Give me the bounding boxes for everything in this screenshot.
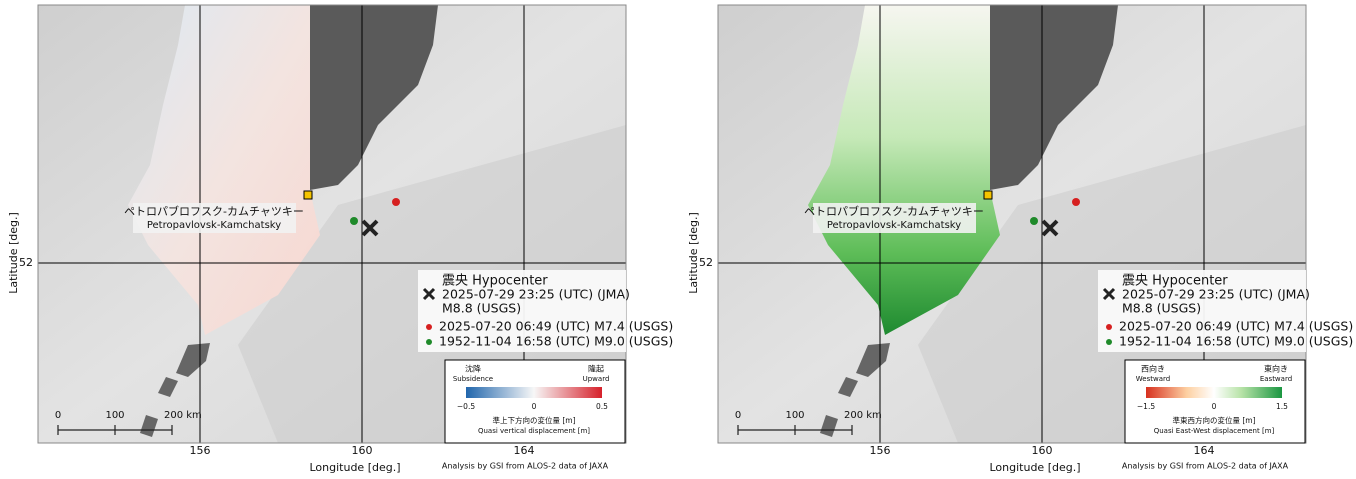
legend-red-item: 2025-07-20 06:49 (UTC) M7.4 (USGS) <box>1119 319 1353 334</box>
x-tick-label: 164 <box>514 444 535 457</box>
quake-1952 <box>1030 217 1038 225</box>
colorbar-right-en: Eastward <box>1260 375 1292 383</box>
colorbar-tick-label: −1.5 <box>1137 402 1155 411</box>
legend-main-line2: M8.8 (USGS) <box>1122 301 1201 316</box>
legend-main-line1: 2025-07-29 23:25 (UTC) (JMA) <box>1122 287 1310 302</box>
colorbar-tick-label: −0.5 <box>457 402 475 411</box>
page: ペトロパブロフスク-カムチャツキー Petropavlovsk-Kamchatsk… <box>0 0 1356 479</box>
figure: ペトロパブロフスク-カムチャツキー Petropavlovsk-Kamchatsk… <box>0 0 1356 479</box>
city-marker <box>304 191 312 199</box>
y-axis-label: Latitude [deg.] <box>687 212 700 294</box>
x-tick-label: 156 <box>870 444 891 457</box>
credit: Analysis by GSI from ALOS-2 data of JAXA <box>442 462 609 471</box>
legend-red-dot <box>426 324 432 330</box>
colorbar-right-en: Upward <box>583 375 610 383</box>
x-tick-label: 156 <box>190 444 211 457</box>
colorbar-left-jp: 沈降 <box>465 364 481 374</box>
colorbar-caption-jp: 準東西方向の変位量 [m] <box>1172 415 1255 425</box>
colorbar <box>466 387 602 398</box>
colorbar-tick-label: 0 <box>1212 402 1217 411</box>
x-axis-label: Longitude [deg.] <box>309 461 400 474</box>
quake-1952 <box>350 217 358 225</box>
colorbar-tick-label: 1.5 <box>1276 402 1288 411</box>
colorbar-tick-label: 0 <box>532 402 537 411</box>
x-axis-label: Longitude [deg.] <box>989 461 1080 474</box>
legend-green-dot <box>426 339 432 345</box>
colorbar-left-en: Subsidence <box>453 375 493 383</box>
map-panel: ペトロパブロフスク-カムチャツキー Petropavlovsk-Kamchatsk… <box>7 5 673 474</box>
colorbar-caption-en: Quasi vertical displacement [m] <box>478 427 590 435</box>
colorbar <box>1146 387 1282 398</box>
scale-label: 100 <box>105 410 124 421</box>
city-marker <box>984 191 992 199</box>
credit: Analysis by GSI from ALOS-2 data of JAXA <box>1122 462 1289 471</box>
city-name-jp: ペトロパブロフスク-カムチャツキー <box>124 204 304 218</box>
city-name-jp: ペトロパブロフスク-カムチャツキー <box>804 204 984 218</box>
colorbar-left-jp: 西向き <box>1141 364 1165 374</box>
legend-main-line2: M8.8 (USGS) <box>442 301 521 316</box>
colorbar-right-jp: 隆起 <box>588 364 604 374</box>
y-axis-label: Latitude [deg.] <box>7 212 20 294</box>
colorbar-right-jp: 東向き <box>1264 364 1288 374</box>
scale-label: 0 <box>735 410 741 421</box>
legend-green-dot <box>1106 339 1112 345</box>
quake-2025-07-20 <box>1072 198 1080 206</box>
x-tick-label: 164 <box>1194 444 1215 457</box>
scale-label: 0 <box>55 410 61 421</box>
city-name-en: Petropavlovsk-Kamchatsky <box>147 220 281 231</box>
colorbar-left-en: Westward <box>1136 375 1170 383</box>
legend-green-item: 1952-11-04 16:58 (UTC) M9.0 (USGS) <box>439 334 673 349</box>
x-tick-label: 160 <box>352 444 373 457</box>
quake-2025-07-20 <box>392 198 400 206</box>
colorbar-caption-en: Quasi East-West displacement [m] <box>1154 427 1275 435</box>
map-panel: ペトロパブロフスク-カムチャツキー Petropavlovsk-Kamchatsk… <box>687 5 1353 474</box>
scale-label: 100 <box>785 410 804 421</box>
scale-label: 200 km <box>844 410 882 421</box>
city-name-en: Petropavlovsk-Kamchatsky <box>827 220 961 231</box>
legend-red-dot <box>1106 324 1112 330</box>
colorbar-caption-jp: 準上下方向の変位量 [m] <box>492 415 575 425</box>
scale-label: 200 km <box>164 410 202 421</box>
colorbar-tick-label: 0.5 <box>596 402 608 411</box>
legend-red-item: 2025-07-20 06:49 (UTC) M7.4 (USGS) <box>439 319 673 334</box>
y-tick-label: 52 <box>699 256 713 269</box>
y-tick-label: 52 <box>19 256 33 269</box>
x-tick-label: 160 <box>1032 444 1053 457</box>
legend-main-line1: 2025-07-29 23:25 (UTC) (JMA) <box>442 287 630 302</box>
legend-green-item: 1952-11-04 16:58 (UTC) M9.0 (USGS) <box>1119 334 1353 349</box>
